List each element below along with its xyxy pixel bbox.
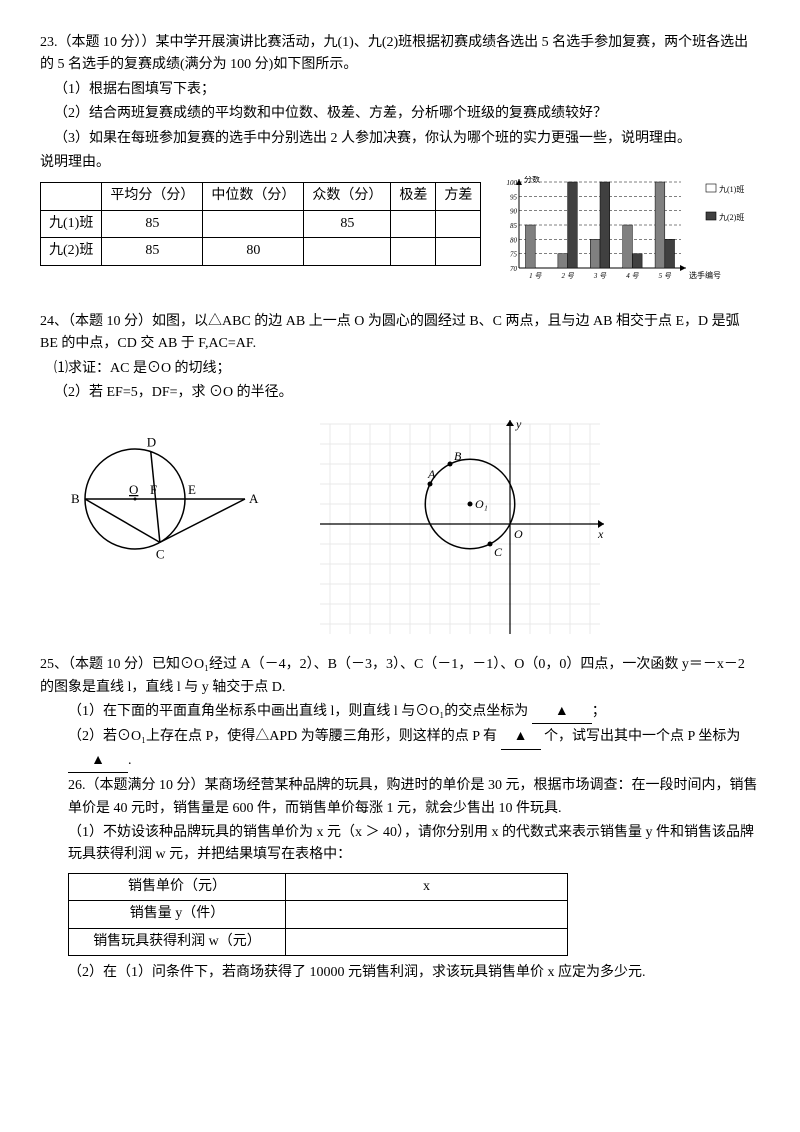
q25-blank2[interactable]: ▲ <box>501 726 541 749</box>
r1c1: 85 <box>102 210 203 237</box>
svg-text:80: 80 <box>510 237 518 245</box>
q26-h0: 销售单价（元） <box>69 873 286 900</box>
q23-p1: （1）根据右图填写下表； <box>40 79 760 101</box>
q25-p1: （1）在下面的平面直角坐标系中画出直线 l，则直线 l 与⊙O₁的交点坐标为 ▲… <box>40 701 760 724</box>
svg-text:选手编号: 选手编号 <box>689 270 721 280</box>
r2c1: 85 <box>102 238 203 265</box>
h4: 极差 <box>391 183 436 210</box>
q25-p2b-text: 个，试写出其中一个点 P 坐标为 <box>544 729 740 744</box>
svg-text:F: F <box>150 482 157 497</box>
svg-text:B: B <box>71 491 80 506</box>
h5: 方差 <box>436 183 481 210</box>
svg-text:85: 85 <box>510 222 518 230</box>
q23-title: 23.（本题 10 分））某中学开展演讲比赛活动，九(1)、九(2)班根据初赛成… <box>40 32 760 77</box>
svg-text:95: 95 <box>510 194 518 202</box>
q24-title: 24、（本题 10 分）如图，以△ABC 的边 AB 上一点 O 为圆心的圆经过… <box>40 311 760 356</box>
q26-table: 销售单价（元）x 销售量 y（件） 销售玩具获得利润 w（元） <box>68 873 568 956</box>
r2c5 <box>436 238 481 265</box>
r1c2 <box>203 210 304 237</box>
svg-text:y: y <box>515 417 522 431</box>
r1c5 <box>436 210 481 237</box>
r2c4 <box>391 238 436 265</box>
svg-text:90: 90 <box>510 208 518 216</box>
q23-table: 平均分（分） 中位数（分） 众数（分） 极差 方差 九(1)班 85 85 九(… <box>40 182 481 265</box>
svg-text:x: x <box>597 527 604 541</box>
q26-p2: （2）在（1）问条件下，若商场获得了 10000 元销售利润，求该玩具销售单价 … <box>40 962 760 984</box>
svg-text:O: O <box>514 527 523 541</box>
q26-title: 26.（本题满分 10 分）某商场经营某种品牌的玩具，购进时的单价是 30 元，… <box>40 775 760 820</box>
r1c3: 85 <box>304 210 391 237</box>
q23-bar-chart: 70 75 80 85 90 95 100 分数 1 号 2 号 3 号 4 号 5 号 选手编号 九(1)… <box>491 176 751 286</box>
svg-text:D: D <box>147 435 156 450</box>
r2c3 <box>304 238 391 265</box>
svg-text:75: 75 <box>510 251 518 259</box>
r1c4 <box>391 210 436 237</box>
svg-text:A: A <box>249 491 259 506</box>
q26-r1-1 <box>286 901 568 928</box>
q25-blank1[interactable]: ▲ <box>532 701 592 724</box>
svg-text:B: B <box>454 449 462 463</box>
svg-text:2 号: 2 号 <box>562 272 575 280</box>
svg-text:E: E <box>188 482 196 497</box>
h1: 平均分（分） <box>102 183 203 210</box>
r1c0: 九(1)班 <box>41 210 102 237</box>
q23-p3b: 说明理由。 <box>40 152 760 174</box>
svg-text:70: 70 <box>510 265 518 273</box>
q26-r2-0: 销售玩具获得利润 w（元） <box>69 928 286 955</box>
q24-p2: （2）若 EF=5，DF=，求 ⊙O 的半径。 <box>40 382 760 404</box>
svg-text:100: 100 <box>507 179 518 187</box>
q26-r2-1 <box>286 928 568 955</box>
q23-p2: （2）结合两班复赛成绩的平均数和中位数、极差、方差，分析哪个班级的复赛成绩较好？ <box>40 103 760 125</box>
q26-p1: （1）不妨设该种品牌玩具的销售单价为 x 元（x ＞ 40），请你分别用 x 的… <box>40 822 760 867</box>
q26-r1-0: 销售量 y（件） <box>69 901 286 928</box>
r2c0: 九(2)班 <box>41 238 102 265</box>
svg-text:4 号: 4 号 <box>627 272 640 280</box>
q25-p2: （2）若⊙O₁上存在点 P，使得△APD 为等腰三角形，则这样的点 P 有 ▲ … <box>40 726 760 773</box>
svg-text:O: O <box>129 482 138 497</box>
q25-figure: A B C O₁ Ox y <box>310 414 610 644</box>
h0 <box>41 183 102 210</box>
svg-text:C: C <box>494 545 503 559</box>
svg-text:A: A <box>427 467 436 481</box>
h2: 中位数（分） <box>203 183 304 210</box>
q23-p3: （3）如果在每班参加复赛的选手中分别选出 2 人参加决赛，你认为哪个班的实力更强… <box>40 128 760 150</box>
svg-text:C: C <box>156 547 165 562</box>
svg-text:3 号: 3 号 <box>593 272 607 280</box>
q25-title: 25、（本题 10 分）已知⊙O₁经过 A（－4，2）、B（－3，3）、C（－1… <box>40 654 760 699</box>
q25-p1-text: （1）在下面的平面直角坐标系中画出直线 l，则直线 l 与⊙O₁的交点坐标为 <box>68 704 528 719</box>
q26-h1: x <box>286 873 568 900</box>
q24-figure: D B OF E A C <box>60 414 270 584</box>
q25-blank3[interactable]: ▲ <box>68 750 128 773</box>
h3: 众数（分） <box>304 183 391 210</box>
q25-p2-text: （2）若⊙O₁上存在点 P，使得△APD 为等腰三角形，则这样的点 P 有 <box>68 729 497 744</box>
svg-text:O₁: O₁ <box>475 497 488 511</box>
svg-text:5 号: 5 号 <box>659 272 672 280</box>
svg-text:九(2)班: 九(2)班 <box>719 212 744 222</box>
svg-text:九(1)班: 九(1)班 <box>719 184 744 194</box>
q24-p1: ⑴求证：AC 是⊙O 的切线； <box>40 358 760 380</box>
svg-text:1 号: 1 号 <box>529 272 542 280</box>
r2c2: 80 <box>203 238 304 265</box>
svg-text:分数: 分数 <box>524 176 540 184</box>
